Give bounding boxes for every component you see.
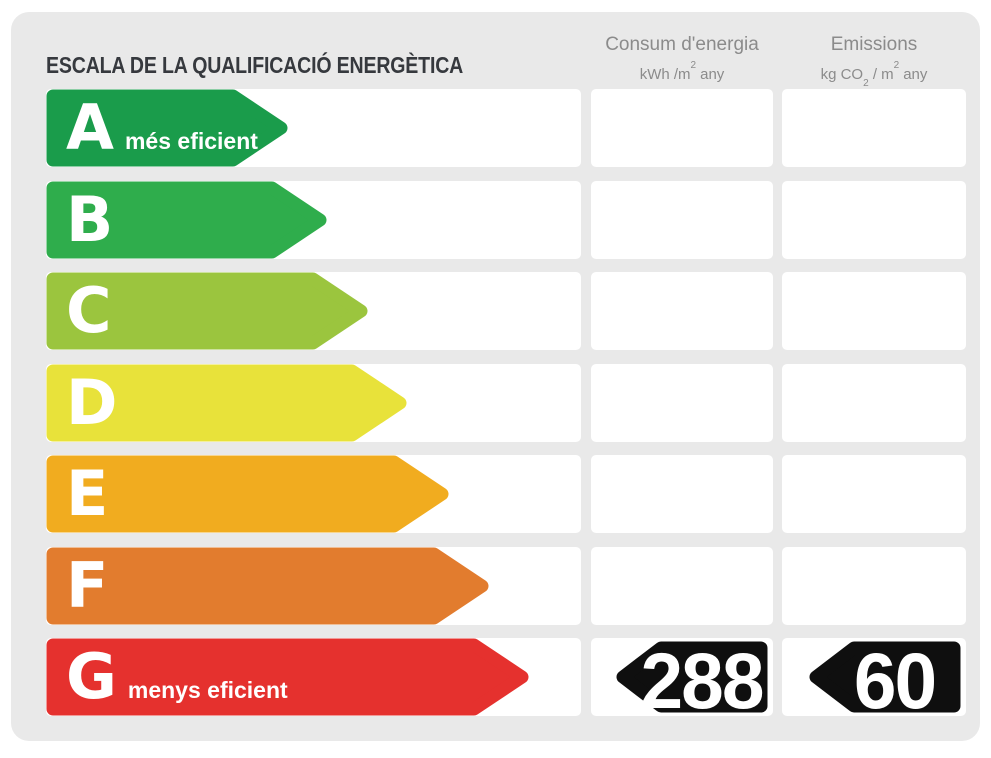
emissions-value: 60: [853, 636, 937, 725]
consumption-cell: [591, 272, 773, 350]
rating-letter-e: E: [66, 457, 109, 530]
rating-bar-text-e: E: [66, 455, 108, 533]
rating-letter-c: C: [66, 274, 112, 347]
emissions-cell: [782, 455, 966, 533]
consumption-cell: [591, 455, 773, 533]
rating-bar-g: [46, 638, 529, 716]
rating-sublabel-g: menys eficient: [127, 677, 288, 703]
rating-bar-text-c: C: [66, 272, 112, 350]
consumption-value: 288: [640, 636, 764, 725]
rating-bar-a: [46, 89, 288, 167]
emissions-cell: [782, 364, 966, 442]
consumption-column-title: Consum d'energia: [605, 34, 759, 55]
rating-row-e: E: [11, 455, 991, 533]
emissions-cell: [782, 547, 966, 625]
rating-letter-f: F: [66, 549, 109, 622]
rating-bar-d: [46, 364, 407, 442]
scale-title: ESCALA DE LA QUALIFICACIÓ ENERGÈTICA: [46, 52, 464, 78]
consumption-cell: [591, 364, 773, 442]
consumption-cell: [591, 181, 773, 259]
rating-bar-b: [46, 181, 327, 259]
rating-letter-d: D: [66, 366, 118, 439]
rating-row-f: F: [11, 547, 991, 625]
emissions-column-title: Emissions: [830, 34, 918, 55]
consumption-column-unit: kWh /m2any: [639, 60, 725, 83]
emissions-column-unit: kg CO2 / m2any: [820, 60, 928, 89]
rating-bar-text-d: D: [66, 364, 117, 442]
left-arrow-tag-icon: [616, 641, 768, 713]
rating-bar-c: [46, 272, 368, 350]
emissions-cell: [782, 181, 966, 259]
rating-letter-b: B: [66, 183, 114, 256]
emissions-cell: [782, 89, 966, 167]
consumption-cell: [591, 547, 773, 625]
emissions-column-header: Emissions kg CO2 / m2any: [782, 34, 966, 90]
left-arrow-tag-icon: [809, 641, 961, 713]
rating-row-c: C: [11, 272, 991, 350]
certificate-panel: ESCALA DE LA QUALIFICACIÓ ENERGÈTICA Con…: [11, 12, 980, 741]
rating-letter-g: G: [66, 640, 117, 713]
rating-letter-a: A: [66, 91, 114, 164]
consumption-value-badge: 288: [616, 636, 768, 725]
rating-row-d: D: [11, 364, 991, 442]
emissions-cell: [782, 272, 966, 350]
rating-bar-f: [46, 547, 489, 625]
rating-row-b: B: [11, 181, 991, 259]
rating-bar-text-f: F: [66, 547, 108, 625]
rating-bar-text-b: B: [66, 181, 113, 259]
consumption-cell: [591, 89, 773, 167]
rating-bar-e: [46, 455, 449, 533]
emissions-value-badge: 60: [809, 636, 961, 725]
rating-sublabel-a: més eficient: [124, 128, 258, 154]
consumption-column-header: Consum d'energia kWh /m2any: [591, 34, 773, 84]
